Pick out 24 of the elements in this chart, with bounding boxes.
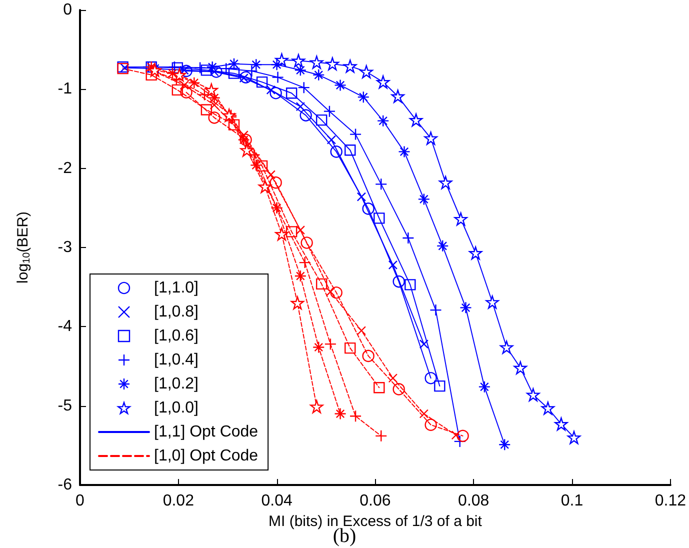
legend-label: [1,0.0] bbox=[154, 400, 198, 416]
legend-label: [1,1] Opt Code bbox=[154, 424, 258, 440]
x-tick-label: 0.02 bbox=[162, 492, 194, 510]
y-tick-label: 0 bbox=[63, 2, 72, 18]
legend-label: [1,0] Opt Code bbox=[154, 448, 258, 464]
legend-label: [1,0.4] bbox=[154, 352, 198, 368]
x-tick-label: 0.04 bbox=[261, 492, 292, 510]
y-axis-title: log10(BER) bbox=[14, 212, 32, 284]
text: (b) bbox=[332, 525, 356, 547]
x-tick-label: 0.06 bbox=[360, 492, 391, 510]
legend-label: [1,1.0] bbox=[154, 280, 198, 296]
legend-label: [1,0.2] bbox=[154, 376, 198, 392]
y-tick-label: -2 bbox=[58, 160, 72, 177]
y-tick-label: -4 bbox=[58, 318, 72, 336]
y-tick-label: -1 bbox=[58, 80, 72, 98]
x-tick-label: 0.12 bbox=[654, 492, 686, 510]
legend-label: [1,0.8] bbox=[154, 304, 198, 320]
y-tick-label: -3 bbox=[58, 239, 72, 256]
legend-label: [1,0.6] bbox=[154, 328, 198, 344]
x-tick-label: 0.08 bbox=[458, 492, 490, 510]
y-tick-label: -6 bbox=[58, 476, 72, 494]
x-tick-label: 0.1 bbox=[560, 492, 584, 510]
x-tick-label: 0 bbox=[76, 492, 85, 510]
y-tick-label: -5 bbox=[58, 397, 72, 414]
